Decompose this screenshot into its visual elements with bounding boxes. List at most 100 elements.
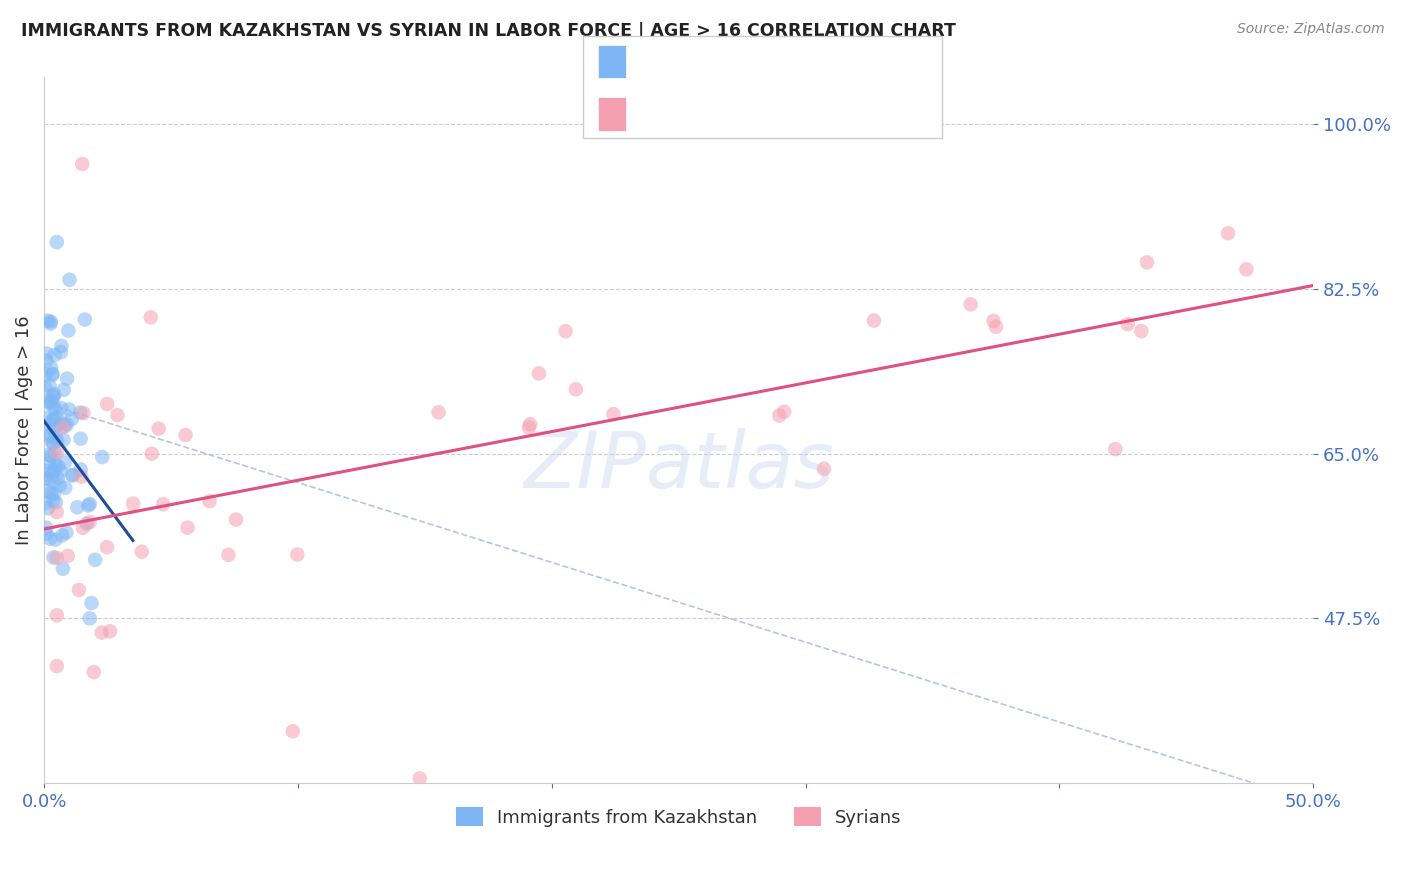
Point [773, 404, 796, 418]
Point [76, 516, 98, 531]
Point [55, 525, 77, 540]
Point [66, 500, 89, 515]
Point [1216, 227, 1239, 241]
Point [58, 324, 80, 338]
Text: R =: R = [637, 105, 682, 123]
Point [198, 494, 221, 508]
Point [46, 434, 69, 449]
Point [51, 528, 73, 542]
Point [39, 449, 62, 463]
Point [42, 435, 65, 450]
Point [38, 429, 60, 443]
Point [84, 553, 107, 567]
Point [1116, 317, 1139, 331]
Point [42, 390, 65, 404]
Point [58, 273, 80, 287]
Point [38, 378, 60, 392]
Point [37, 314, 59, 328]
Point [35, 347, 58, 361]
Point [72, 521, 94, 535]
Text: 92: 92 [794, 53, 820, 70]
Point [527, 367, 550, 381]
Point [38, 417, 60, 431]
Point [565, 382, 588, 396]
Point [42, 413, 65, 427]
Point [35, 526, 58, 541]
Point [959, 297, 981, 311]
Point [554, 324, 576, 338]
Point [73, 312, 96, 326]
Text: N =: N = [749, 53, 801, 70]
Point [37, 394, 59, 409]
Point [105, 408, 128, 422]
Point [131, 544, 153, 558]
Point [51, 401, 73, 415]
Point [83, 665, 105, 680]
Point [152, 497, 174, 511]
Point [41, 367, 63, 381]
Point [34, 464, 56, 478]
Point [34, 496, 56, 510]
Point [45, 608, 67, 623]
Point [39, 485, 62, 500]
Point [56, 371, 79, 385]
Point [53, 481, 76, 495]
Point [1136, 255, 1159, 269]
Point [34, 411, 56, 425]
Point [519, 417, 541, 432]
Point [148, 422, 170, 436]
Point [41, 368, 63, 382]
Point [48, 478, 70, 492]
Point [174, 428, 197, 442]
Point [122, 497, 145, 511]
Point [176, 521, 198, 535]
Point [37, 484, 59, 499]
Text: R =: R = [637, 53, 676, 70]
Point [35, 353, 58, 368]
Point [984, 319, 1007, 334]
Point [285, 548, 308, 562]
Point [44, 402, 66, 417]
Y-axis label: In Labor Force | Age > 16: In Labor Force | Age > 16 [15, 316, 32, 545]
Point [80, 596, 103, 610]
Point [39, 360, 62, 375]
Point [91, 450, 114, 464]
Point [39, 532, 62, 546]
Point [45, 550, 67, 565]
Text: Source: ZipAtlas.com: Source: ZipAtlas.com [1237, 22, 1385, 37]
Point [34, 368, 56, 382]
Point [517, 420, 540, 434]
Point [69, 406, 91, 420]
Point [1104, 442, 1126, 456]
Point [38, 396, 60, 410]
Point [96, 397, 118, 411]
Point [34, 380, 56, 394]
Point [44, 428, 66, 442]
Point [51, 339, 73, 353]
Text: N =: N = [749, 105, 801, 123]
Text: 0.343: 0.343 [672, 105, 728, 123]
Point [45, 445, 67, 459]
Point [38, 448, 60, 462]
Point [38, 427, 60, 442]
Point [45, 505, 67, 519]
Point [67, 582, 90, 597]
Point [42, 550, 65, 565]
Point [983, 314, 1005, 328]
Point [53, 418, 76, 433]
Point [45, 495, 67, 509]
Point [52, 433, 75, 447]
Point [70, 469, 93, 483]
Point [44, 463, 66, 477]
Point [56, 417, 79, 432]
Point [44, 458, 66, 472]
Point [141, 447, 163, 461]
Point [58, 402, 80, 417]
Point [79, 611, 101, 625]
Point [41, 436, 63, 450]
Point [38, 457, 60, 471]
Point [46, 458, 69, 473]
Point [42, 389, 65, 403]
Point [52, 383, 75, 397]
Point [52, 562, 75, 576]
